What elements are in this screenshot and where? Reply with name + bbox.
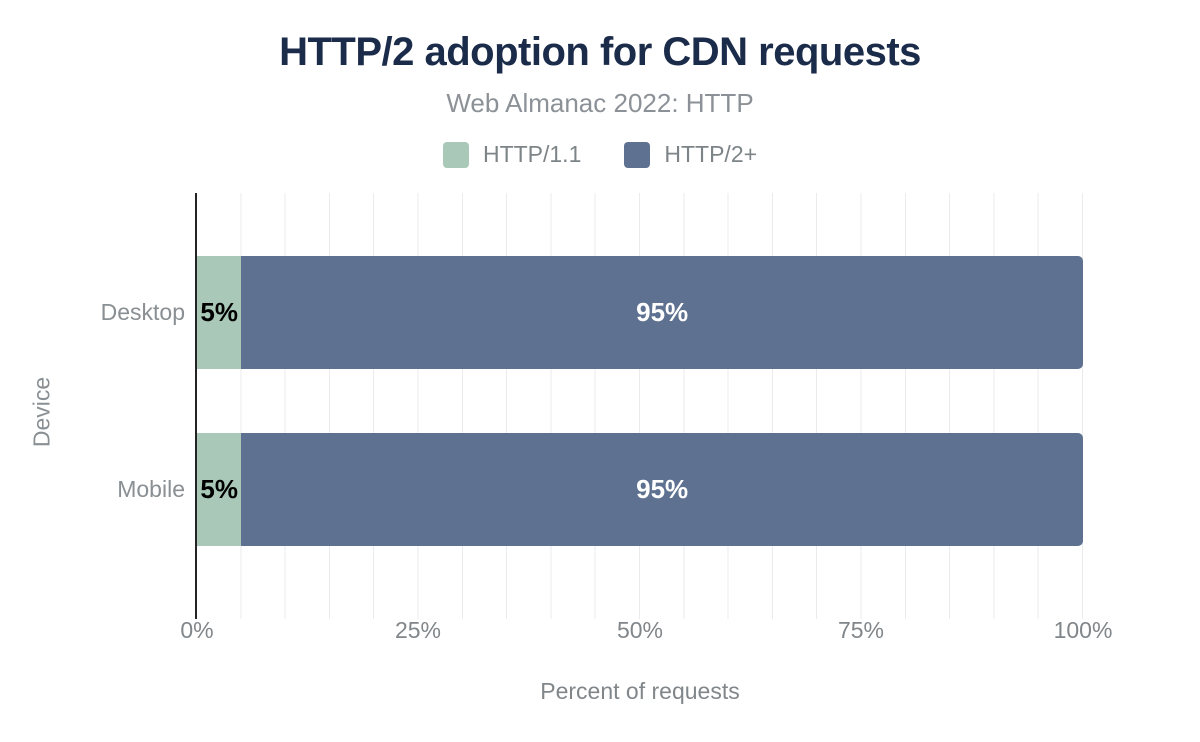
chart-subtitle: Web Almanac 2022: HTTP: [446, 88, 754, 118]
legend-label-http11: HTTP/1.1: [482, 141, 582, 167]
bar-segment-desktop-http2plus: 95%: [241, 256, 1083, 369]
bar-value-label: 95%: [636, 297, 689, 327]
bar-value-label: 5%: [200, 474, 238, 504]
x-tick-25: 25%: [394, 617, 442, 643]
chart-title: HTTP/2 adoption for CDN requests: [279, 30, 921, 74]
bar-segment-mobile-http2plus: 95%: [241, 433, 1083, 546]
legend: HTTP/1.1 HTTP/2+: [0, 141, 1200, 168]
legend-label-http2plus: HTTP/2+: [664, 141, 758, 167]
bar-segment-desktop-http11: 5%: [197, 256, 242, 369]
bar-value-label: 95%: [636, 474, 689, 504]
bar-mobile: 5% 95%: [197, 433, 1083, 546]
bar-value-label: 5%: [200, 297, 238, 327]
bar-desktop: 5% 95%: [197, 256, 1083, 369]
category-label-mobile: Mobile: [117, 476, 185, 502]
x-axis-title: Percent of requests: [540, 678, 740, 704]
y-axis-line: [195, 193, 197, 619]
x-tick-100: 100%: [1053, 617, 1113, 643]
y-axis-title: Device: [28, 376, 55, 448]
legend-swatch-http11: [442, 141, 469, 168]
x-tick-75: 75%: [837, 617, 885, 643]
legend-item-http11: HTTP/1.1: [442, 141, 582, 168]
x-tick-0: 0%: [180, 617, 214, 643]
bar-segment-mobile-http11: 5%: [197, 433, 242, 546]
legend-item-http2plus: HTTP/2+: [624, 141, 757, 168]
legend-swatch-http2plus: [624, 141, 651, 168]
plot-area: 5% 95% 5% 95%: [195, 193, 1083, 619]
category-label-desktop: Desktop: [100, 299, 185, 325]
x-tick-50: 50%: [616, 617, 664, 643]
